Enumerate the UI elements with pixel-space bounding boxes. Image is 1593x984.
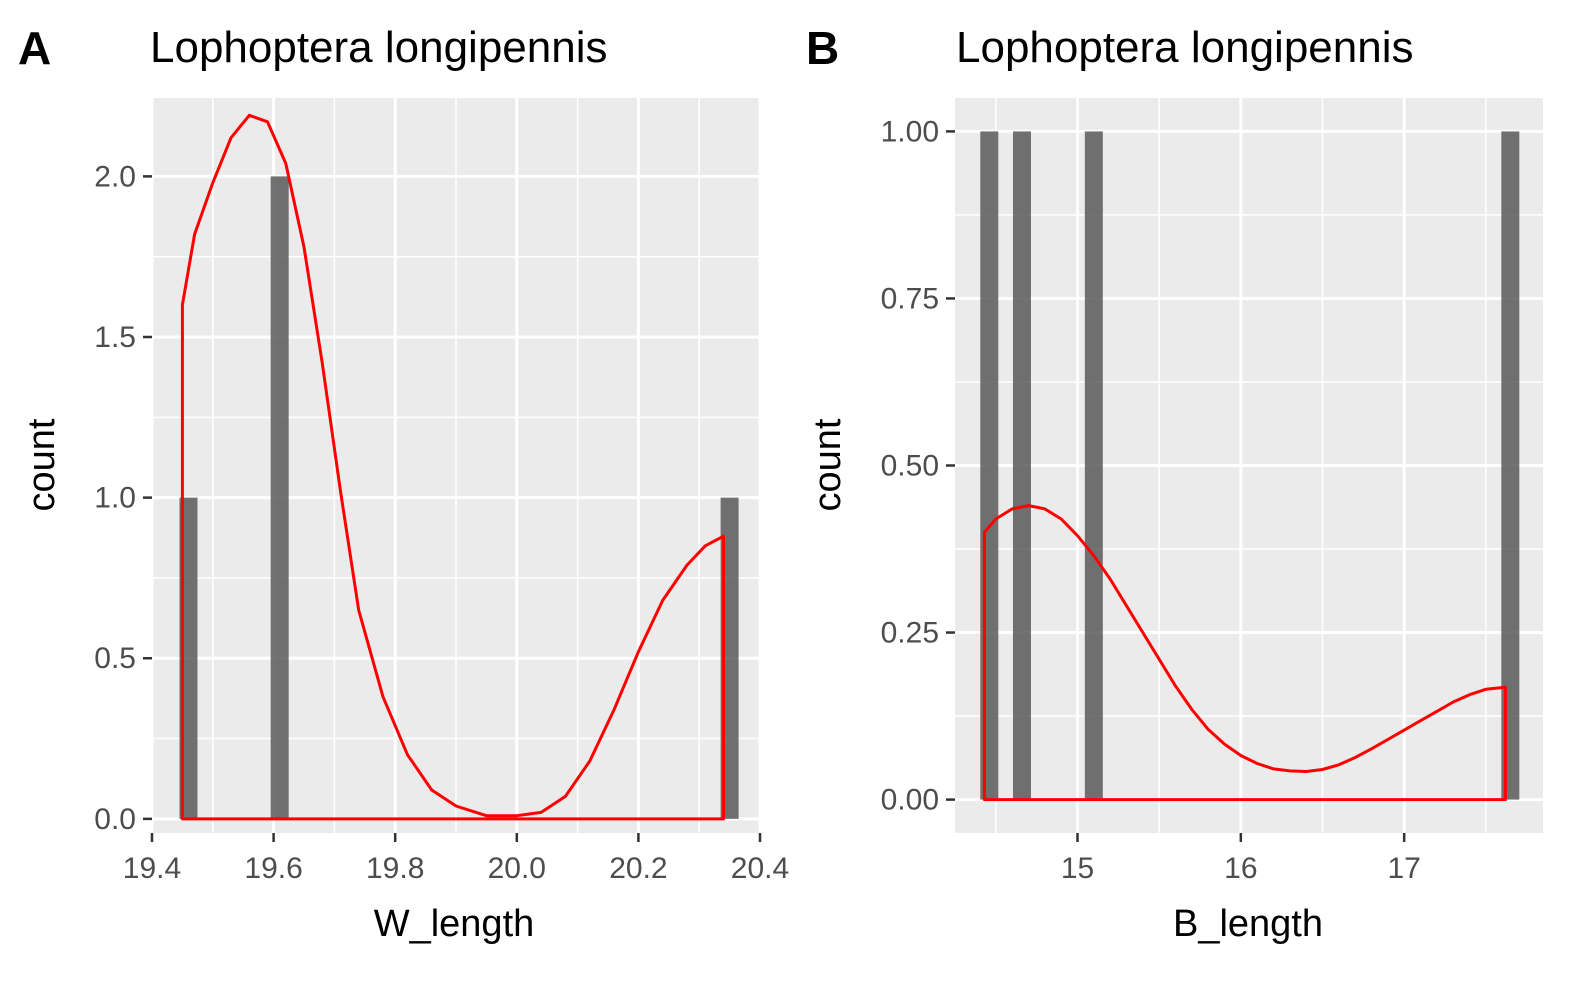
y-tick-label: 0.5 — [94, 642, 136, 675]
histogram-bar — [720, 497, 739, 819]
x-tick-label: 20.2 — [609, 852, 667, 885]
y-tick-label: 1.0 — [94, 482, 136, 515]
histogram-bar — [1012, 131, 1031, 800]
y-tick-label: 2.0 — [94, 160, 136, 193]
y-axis-title-b: count — [807, 418, 849, 511]
y-tick-label: 0.00 — [881, 784, 939, 817]
histogram-bar — [1501, 131, 1520, 800]
x-tick-label: 19.8 — [366, 852, 424, 885]
y-axis-title-a: count — [21, 418, 63, 511]
x-tick-label: 19.6 — [244, 852, 302, 885]
chart-title-b: Lophoptera longipennis — [956, 23, 1414, 72]
x-tick-label: 16 — [1224, 852, 1257, 885]
x-tick-label: 20.0 — [488, 852, 546, 885]
y-tick-label: 0.25 — [881, 617, 939, 650]
x-axis-title-b: B_length — [1173, 903, 1323, 945]
x-tick-label: 15 — [1061, 852, 1094, 885]
x-tick-label: 20.4 — [731, 852, 789, 885]
panel-b: 15 16 17 0.00 0.25 0.50 0.75 1.00 B Lophoptera lo… — [806, 22, 1543, 945]
y-tick-label: 0.50 — [881, 450, 939, 483]
panel-tag-a: A — [18, 22, 51, 74]
y-tick-label: 0.75 — [881, 282, 939, 315]
x-tick-label: 19.4 — [123, 852, 181, 885]
y-tick-label: 1.00 — [881, 115, 939, 148]
panel-a: 19.4 19.6 19.8 20.0 20.2 20.4 0.0 0.5 1.0 1.5 2.0 A… — [18, 22, 789, 945]
panel-tag-b: B — [806, 22, 839, 74]
histogram-bar — [1084, 131, 1103, 800]
y-tick-label: 0.0 — [94, 803, 136, 836]
x-tick-label: 17 — [1387, 852, 1420, 885]
histogram-bar — [270, 176, 289, 819]
x-axis-title-a: W_length — [374, 903, 535, 945]
histogram-bar — [179, 497, 198, 819]
y-tick-label: 1.5 — [94, 321, 136, 354]
chart-title-a: Lophoptera longipennis — [150, 23, 608, 72]
density-curve — [180, 113, 725, 821]
density-curve — [982, 504, 1507, 802]
